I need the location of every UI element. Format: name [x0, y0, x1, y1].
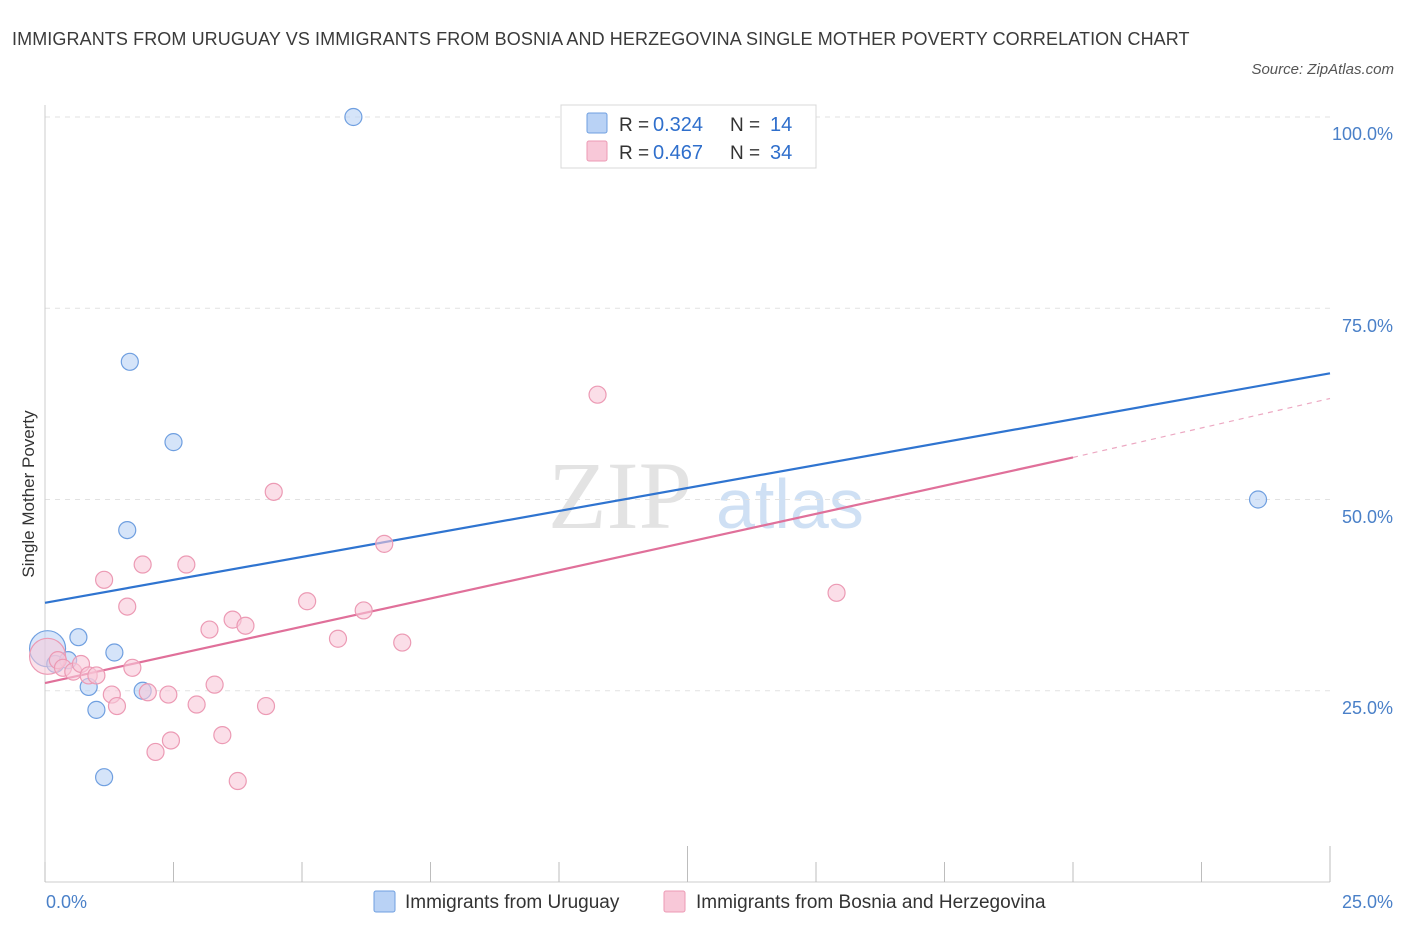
legend-swatch-uruguay: [586, 112, 608, 134]
legend-r-value-uruguay: 0.324: [653, 114, 703, 136]
point-bosnia: [354, 601, 373, 620]
point-uruguay: [87, 700, 106, 719]
legend-r-label-bosnia: R =: [619, 143, 649, 164]
legend-n-value-uruguay: 14: [770, 114, 792, 136]
point-bosnia: [228, 771, 247, 791]
y-tick-label: 100.0%: [1332, 124, 1393, 144]
point-bosnia: [588, 385, 607, 404]
point-uruguay: [120, 352, 139, 371]
series-legend-label-uruguay: Immigrants from Uruguay: [405, 892, 620, 913]
point-bosnia: [264, 482, 283, 501]
chart-title: IMMIGRANTS FROM URUGUAY VS IMMIGRANTS FR…: [12, 29, 1190, 49]
point-bosnia: [107, 696, 127, 716]
y-tick-label: 25.0%: [1342, 698, 1393, 718]
trend-line-bosnia: [44, 456, 1074, 685]
point-uruguay: [69, 628, 88, 647]
point-bosnia: [146, 742, 165, 762]
y-tick-label: 50.0%: [1342, 507, 1393, 527]
point-uruguay: [164, 433, 183, 452]
watermark: ZIP atlas: [548, 442, 864, 549]
point-uruguay: [1248, 490, 1268, 509]
point-bosnia: [118, 597, 137, 616]
trend-lines: [44, 372, 1331, 685]
point-bosnia: [213, 726, 232, 745]
point-bosnia: [177, 555, 196, 574]
x-tick-label-min: 0.0%: [46, 892, 87, 912]
point-bosnia: [205, 675, 224, 694]
series-legend-label-bosnia: Immigrants from Bosnia and Herzegovina: [696, 892, 1046, 913]
series-legend-swatch-bosnia: [663, 890, 686, 913]
legend-n-label-bosnia: N =: [730, 143, 760, 164]
legend-r-value-bosnia: 0.467: [653, 142, 703, 164]
trend-line-extension-bosnia: [1072, 397, 1331, 459]
point-bosnia: [187, 695, 206, 714]
y-axis-title: Single Mother Poverty: [19, 410, 38, 578]
axes: [44, 105, 1331, 883]
point-bosnia: [393, 633, 412, 652]
y-tick-label: 75.0%: [1342, 316, 1393, 336]
watermark-zip: ZIP: [548, 442, 692, 549]
point-bosnia: [256, 696, 276, 716]
point-bosnia: [375, 534, 394, 553]
point-bosnia: [827, 583, 846, 602]
point-bosnia: [161, 731, 181, 750]
point-bosnia: [159, 685, 178, 704]
data-points: [28, 107, 1268, 791]
point-bosnia: [133, 555, 152, 574]
legend-n-value-bosnia: 34: [770, 142, 792, 164]
trend-line-uruguay: [44, 372, 1331, 604]
series-legend-swatch-uruguay: [373, 890, 396, 913]
point-uruguay: [105, 643, 124, 662]
point-bosnia: [200, 620, 219, 639]
legend-swatch-bosnia: [586, 140, 608, 162]
point-uruguay: [344, 107, 363, 127]
point-bosnia: [236, 616, 255, 635]
point-bosnia: [138, 683, 157, 702]
point-bosnia: [87, 666, 106, 685]
source-credit: Source: ZipAtlas.com: [1251, 61, 1394, 78]
point-bosnia: [95, 570, 114, 589]
stats-legend: R = 0.324 N = 14 R = 0.467 N = 34: [560, 104, 817, 169]
series-legend: Immigrants from Uruguay Immigrants from …: [373, 890, 1046, 913]
point-bosnia: [298, 592, 317, 611]
legend-r-label-uruguay: R =: [619, 115, 649, 136]
gridlines: 100.0% 75.0% 50.0% 25.0%: [45, 116, 1393, 718]
legend-n-label-uruguay: N =: [730, 115, 760, 136]
x-tick-label-max: 25.0%: [1342, 892, 1393, 912]
point-bosnia: [328, 629, 348, 648]
point-uruguay: [118, 520, 137, 540]
point-uruguay: [95, 768, 114, 787]
point-bosnia: [123, 658, 142, 677]
